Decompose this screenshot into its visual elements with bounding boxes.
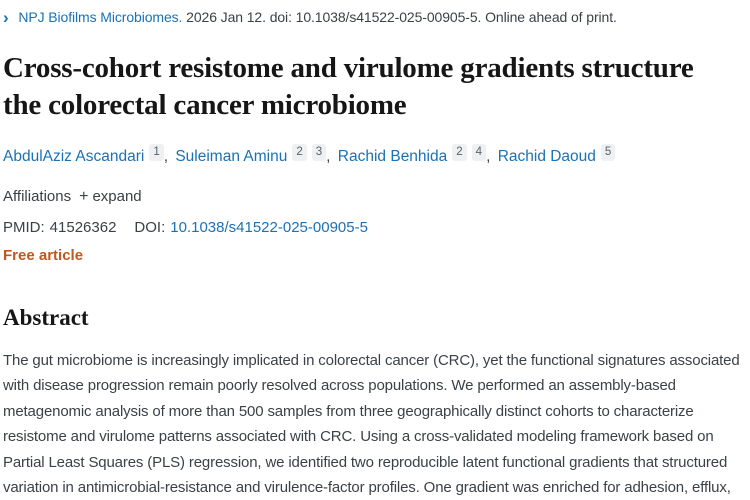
author-link[interactable]: AbdulAziz Ascandari [3,147,145,165]
plus-icon: + [79,187,89,205]
article-title: Cross-cohort resistome and virulome grad… [3,52,694,122]
authors-list: AbdulAziz Ascandari 1, Suleiman Aminu 2 3, … [3,143,745,168]
author-separator: , [326,147,335,165]
affiliations-row: Affiliations + expand [3,188,745,206]
citation-details: 2026 Jan 12. doi: 10.1038/s41522-025-009… [186,9,617,25]
doi-label: DOI: [134,218,166,236]
affiliations-label: Affiliations [3,187,72,205]
author-affiliation-number[interactable]: 2 [452,143,467,161]
free-article-badge: Free article [3,246,84,264]
affiliations-expand-button[interactable]: + expand [79,188,142,206]
affiliations-expand-label: expand [92,187,142,205]
author-affiliation-number[interactable]: 4 [471,143,487,161]
author-link[interactable]: Rachid Benhida [337,147,448,165]
author-affiliation-number[interactable]: 1 [149,143,164,161]
abstract-heading: Abstract [3,304,89,330]
author-affiliation-number[interactable]: 3 [311,143,327,161]
author-affiliation-number[interactable]: 5 [600,143,616,161]
pmid-label: PMID: [3,218,45,236]
chevron-right-icon[interactable]: › [3,8,9,27]
journal-link[interactable]: NPJ Biofilms Microbiomes. [18,9,183,25]
author-affiliation-number[interactable]: 2 [292,143,307,161]
author-link[interactable]: Rachid Daoud [497,147,596,165]
author-link[interactable]: Suleiman Aminu [175,147,288,165]
doi-link[interactable]: 10.1038/s41522-025-00905-5 [170,218,368,236]
journal-citation-bar: › NPJ Biofilms Microbiomes. 2026 Jan 12.… [3,8,745,28]
author-separator: , [163,147,173,165]
doi-group: DOI: 10.1038/s41522-025-00905-5 [134,219,368,236]
abstract-text: The gut microbiome is increasingly impli… [3,351,740,497]
identifiers-row: PMID: 41526362 DOI: 10.1038/s41522-025-0090… [3,219,745,236]
pmid-value: 41526362 [49,218,117,236]
author-separator: , [486,147,495,165]
